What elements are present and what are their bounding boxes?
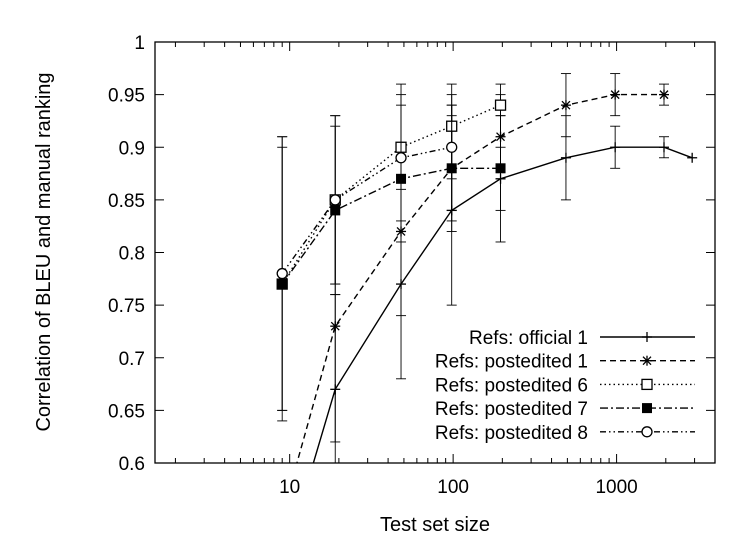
square-marker (641, 378, 653, 391)
y-tick-label: 0.65 (108, 401, 145, 422)
star-marker (659, 90, 669, 100)
y-axis-label: Correlation of BLEU and manual ranking (33, 72, 55, 431)
series-5 (276, 94, 458, 411)
y-tick-label: 1 (134, 33, 145, 54)
y-tick-label: 0.7 (119, 349, 145, 370)
filled-square-marker (642, 403, 652, 414)
x-tick-label: 100 (437, 477, 469, 498)
series-4 (277, 104, 506, 422)
legend-entry: Refs: official 1 (469, 328, 695, 349)
y-tick-label: 0.6 (119, 454, 145, 475)
series-2 (278, 73, 669, 520)
axis-ticks (155, 41, 716, 464)
legend-label: Refs: official 1 (469, 328, 588, 349)
legend-label: Refs: postedited 7 (435, 399, 588, 420)
y-tick-label: 0.8 (119, 244, 145, 265)
circle-marker (641, 426, 653, 438)
legend-entry: Refs: postedited 6 (435, 375, 695, 396)
x-tick-labels: 10 100 1000 (279, 477, 638, 498)
y-tick-labels: 0.6 0.65 0.7 0.75 0.8 0.85 0.9 0.95 1 (108, 33, 145, 475)
star-marker (610, 90, 620, 100)
star-marker (561, 100, 571, 110)
y-tick-label: 0.85 (108, 191, 145, 212)
y-tick-label: 0.95 (108, 86, 145, 107)
series-line (281, 167, 501, 285)
star-marker (642, 356, 652, 366)
legend-label: Refs: postedited 6 (435, 375, 588, 396)
legend-label: Refs: postedited 1 (435, 352, 588, 373)
series-line (296, 93, 664, 463)
x-axis-label: Test set size (380, 514, 490, 536)
series-line (281, 146, 452, 274)
plot-area (276, 73, 698, 520)
series-line (281, 104, 501, 285)
legend-entry: Refs: postedited 8 (435, 423, 695, 444)
filled-square-marker (495, 163, 506, 174)
star-marker (278, 512, 286, 520)
x-tick-label: 1000 (595, 477, 637, 498)
star-marker (330, 321, 340, 331)
circle-marker (276, 267, 288, 280)
y-tick-label: 0.9 (119, 138, 145, 159)
star-marker (278, 512, 286, 520)
legend-entry: Refs: postedited 7 (435, 399, 695, 420)
circle-marker (329, 194, 341, 206)
legend-entry: Refs: postedited 1 (435, 352, 695, 373)
circle-marker (446, 141, 458, 153)
square-marker (494, 99, 507, 111)
circle-marker (395, 152, 407, 164)
x-tick-label: 10 (279, 477, 300, 498)
y-tick-label: 0.75 (108, 296, 145, 317)
legend-label: Refs: postedited 8 (435, 423, 588, 444)
